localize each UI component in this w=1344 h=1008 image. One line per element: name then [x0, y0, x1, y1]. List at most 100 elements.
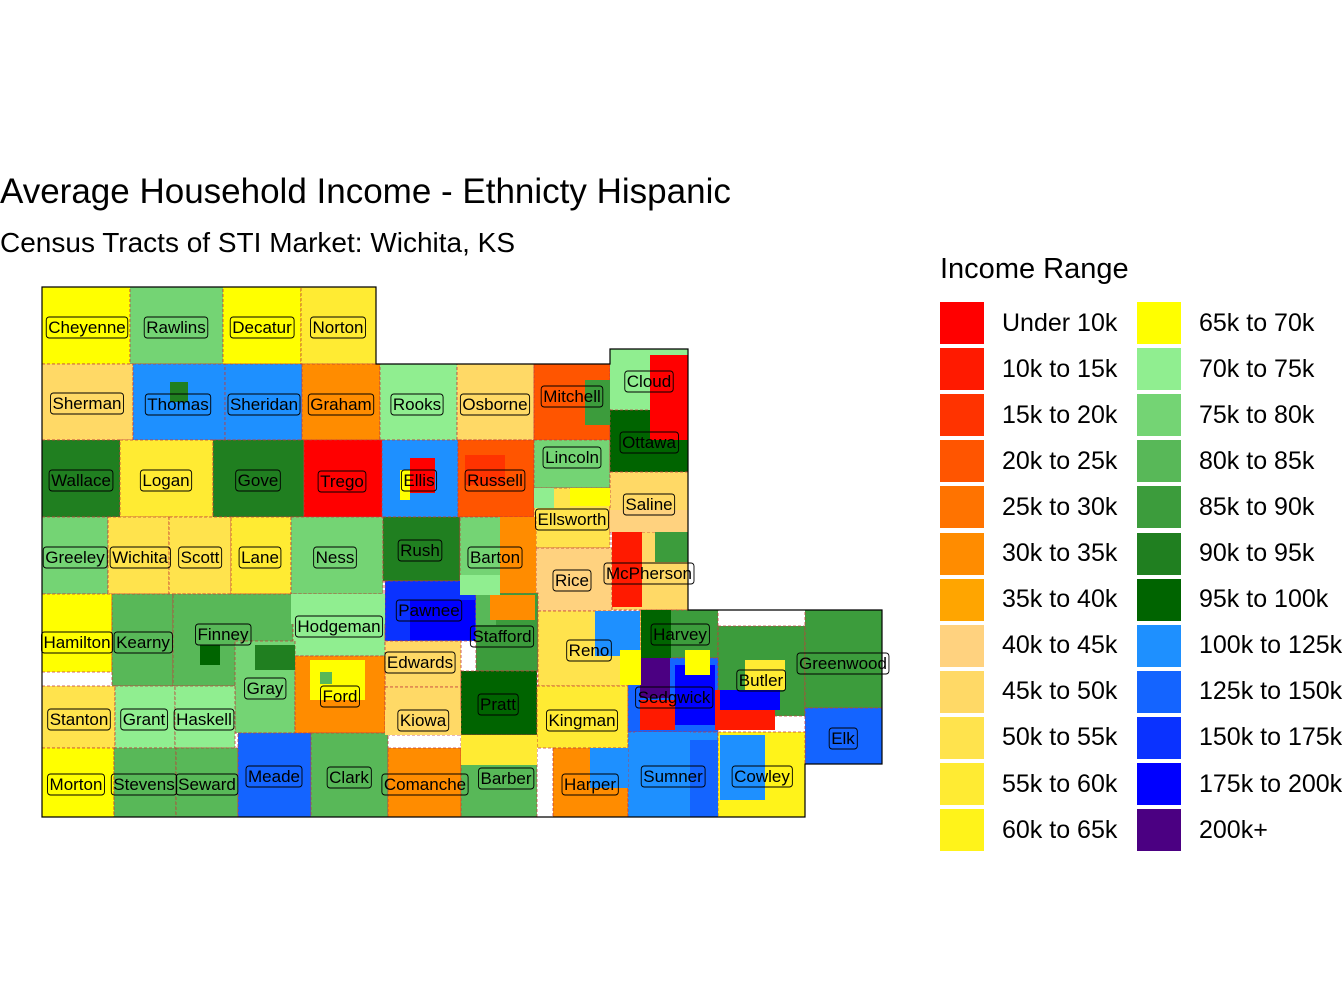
county-name: Rice	[555, 571, 589, 590]
county-label-box	[566, 639, 612, 662]
county-label-cheyenne: Cheyenne	[45, 316, 129, 339]
tract-patch	[610, 510, 688, 532]
legend-item: 55k to 60k	[940, 762, 1117, 806]
county-name: Stevens	[113, 775, 174, 794]
county-label-box	[47, 708, 111, 731]
legend-swatch	[1137, 716, 1181, 759]
county-label-box	[397, 709, 450, 732]
county-label-box	[478, 767, 535, 790]
legend-label: 15k to 20k	[1002, 400, 1118, 429]
county-label-box	[467, 546, 523, 569]
county-label-box	[561, 773, 619, 796]
county-label-box	[41, 631, 113, 654]
county-name: Lane	[241, 548, 279, 567]
county-label-box	[622, 493, 676, 516]
legend-label: 80k to 85k	[1199, 446, 1315, 475]
county-name: Meade	[248, 767, 300, 786]
county-name: Kearny	[116, 633, 170, 652]
county-label-osborne: Osborne	[459, 393, 531, 416]
county-label-wallace: Wallace	[48, 469, 114, 492]
legend-item: 60k to 65k	[940, 808, 1117, 852]
legend-swatch	[1137, 578, 1181, 621]
tract-patch	[685, 650, 710, 675]
county-name: Grant	[123, 710, 166, 729]
county-name: Rush	[400, 541, 440, 560]
legend-item: 30k to 35k	[940, 532, 1117, 576]
county-grant	[114, 685, 176, 749]
county-name: Reno	[569, 641, 610, 660]
county-name: Clark	[329, 768, 369, 787]
county-label-lane: Lane	[238, 546, 282, 569]
county-name: McPherson	[606, 564, 692, 583]
legend-item: 15k to 20k	[940, 393, 1117, 437]
legend-label: 45k to 50k	[1002, 677, 1118, 706]
county-label-box	[139, 469, 193, 492]
county-name: Rawlins	[146, 318, 206, 337]
county-name: Ottawa	[622, 433, 676, 452]
county-name: Cloud	[627, 372, 671, 391]
tract-patch	[640, 700, 675, 730]
county-label-box	[120, 708, 168, 731]
county-name: Hamilton	[43, 633, 110, 652]
county-label-barber: Barber	[478, 767, 535, 790]
tract-patch	[570, 488, 610, 506]
county-label-box	[397, 539, 443, 562]
tract-patch	[650, 355, 688, 440]
county-name: Sumner	[643, 767, 703, 786]
county-name: Ellsworth	[538, 510, 607, 529]
county-name: Thomas	[147, 395, 208, 414]
legend-item: 95k to 100k	[1137, 578, 1328, 622]
legend-title: Income Range	[940, 253, 1129, 285]
county-label-box	[245, 765, 303, 788]
county-label-box	[650, 623, 710, 646]
county-name: Ford	[323, 687, 358, 706]
county-label-edwards: Edwards	[384, 651, 456, 674]
legend-label: 200k+	[1199, 815, 1268, 844]
county-label-grant: Grant	[120, 708, 168, 731]
county-label-box	[244, 677, 287, 700]
county-label-box	[238, 546, 282, 569]
county-label-mitchell: Mitchell	[540, 385, 604, 408]
legend-swatch	[940, 578, 984, 621]
county-label-box	[545, 709, 619, 732]
county-label-box	[395, 599, 463, 622]
county-label-box	[542, 446, 602, 469]
county-name: Harper	[564, 775, 616, 794]
county-label-box	[469, 625, 535, 648]
county-name: Lincoln	[545, 448, 599, 467]
county-label-graham: Graham	[307, 393, 375, 416]
county-label-scott: Scott	[178, 546, 223, 569]
tract-patch	[590, 748, 628, 788]
county-elk	[804, 707, 883, 765]
legend-item: 45k to 50k	[940, 670, 1117, 714]
county-label-mcpherson: McPherson	[603, 562, 695, 585]
tract-patch	[720, 735, 765, 800]
county-name: Stafford	[472, 627, 531, 646]
legend-swatch	[1137, 670, 1181, 713]
county-label-box	[294, 615, 384, 638]
county-label-decatur: Decatur	[229, 316, 295, 339]
legend-label: 100k to 125k	[1199, 631, 1343, 660]
legend-swatch	[1137, 809, 1181, 852]
county-label-stafford: Stafford	[469, 625, 535, 648]
county-name: Gove	[238, 471, 279, 490]
county-name: Logan	[142, 471, 189, 490]
legend-item: 70k to 75k	[1137, 347, 1314, 391]
county-clark	[310, 732, 389, 818]
county-label-box	[381, 773, 469, 796]
legend-swatch	[940, 440, 984, 483]
legend-label: 10k to 15k	[1002, 354, 1118, 383]
county-label-box	[828, 727, 858, 750]
legend-swatch	[940, 624, 984, 667]
county-label-greenwood: Greenwood	[796, 652, 890, 675]
county-name: Stanton	[50, 710, 109, 729]
tract-patch	[620, 650, 641, 685]
county-label-logan: Logan	[139, 469, 193, 492]
county-label-box	[227, 393, 301, 416]
map-title: Average Household Income - Ethnicty Hisp…	[0, 172, 731, 211]
county-label-gove: Gove	[235, 469, 281, 492]
county-name: Trego	[320, 472, 364, 491]
county-label-box	[42, 546, 108, 569]
county-label-box	[552, 569, 592, 592]
county-kingman	[536, 685, 629, 749]
